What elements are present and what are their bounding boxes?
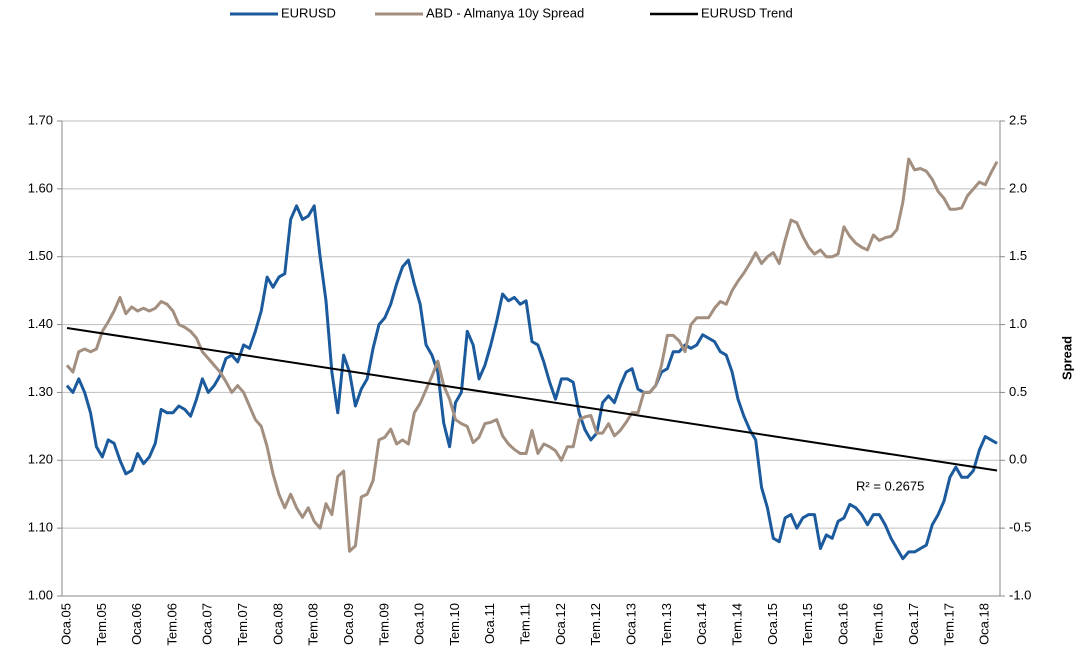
legend-label: EURUSD	[281, 5, 336, 20]
x-tick-label: Oca.09	[341, 603, 356, 645]
x-tick-label: Oca.08	[270, 603, 285, 645]
x-tick-label: Oca.11	[482, 603, 497, 644]
y2-tick-label: 2.0	[1009, 180, 1027, 195]
x-tick-label: Oca.07	[200, 603, 215, 645]
x-tick-label: Oca.15	[765, 603, 780, 645]
y-tick-label: 1.20	[28, 452, 53, 467]
y-tick-label: 1.30	[28, 384, 53, 399]
x-tick-label: Tem.06	[164, 603, 179, 646]
y-tick-label: 1.60	[28, 180, 53, 195]
x-tick-label: Tem.12	[588, 603, 603, 646]
x-tick-label: Oca.12	[553, 603, 568, 645]
x-tick-label: Oca.14	[694, 603, 709, 645]
x-tick-label: Oca.06	[129, 603, 144, 645]
y2-axis-title: Spread	[1059, 336, 1074, 380]
x-tick-label: Tem.05	[94, 603, 109, 646]
y2-tick-label: 1.0	[1009, 316, 1027, 331]
x-tick-label: Oca.18	[977, 603, 992, 645]
x-tick-label: Tem.07	[235, 603, 250, 646]
y2-tick-label: 1.5	[1009, 248, 1027, 263]
trend-line	[66, 326, 998, 472]
x-tick-label: Tem.17	[941, 603, 956, 646]
y-tick-label: 1.40	[28, 316, 53, 331]
y-tick-label: 1.00	[28, 587, 53, 602]
x-tick-label: Tem.10	[447, 603, 462, 646]
x-tick-label: Oca.10	[412, 603, 427, 645]
trend-annotation: R² = 0.2675	[856, 478, 924, 493]
y2-tick-label: 2.5	[1009, 112, 1027, 127]
y2-tick-label: -0.5	[1009, 520, 1031, 535]
x-tick-label: Tem.11	[518, 603, 533, 645]
x-tick-label: Tem.14	[729, 603, 744, 646]
y-tick-label: 1.70	[28, 112, 53, 127]
x-tick-label: Oca.17	[906, 603, 921, 645]
y2-tick-label: 0.5	[1009, 384, 1027, 399]
x-tick-label: Tem.13	[659, 603, 674, 646]
x-tick-label: Tem.09	[376, 603, 391, 646]
x-tick-label: Oca.05	[58, 603, 73, 645]
legend-label: ABD - Almanya 10y Spread	[426, 5, 584, 20]
x-tick-label: Oca.16	[835, 603, 850, 645]
x-tick-label: Tem.16	[871, 603, 886, 646]
legend-label: EURUSD Trend	[701, 5, 793, 20]
x-tick-label: Tem.08	[306, 603, 321, 646]
series-line	[65, 204, 998, 561]
x-tick-label: Oca.13	[624, 603, 639, 645]
y2-tick-label: -1.0	[1009, 587, 1031, 602]
y-tick-label: 1.50	[28, 248, 53, 263]
y-tick-label: 1.10	[28, 520, 53, 535]
y2-tick-label: 0.0	[1009, 452, 1027, 467]
series-line	[65, 157, 999, 553]
x-tick-label: Tem.15	[800, 603, 815, 646]
